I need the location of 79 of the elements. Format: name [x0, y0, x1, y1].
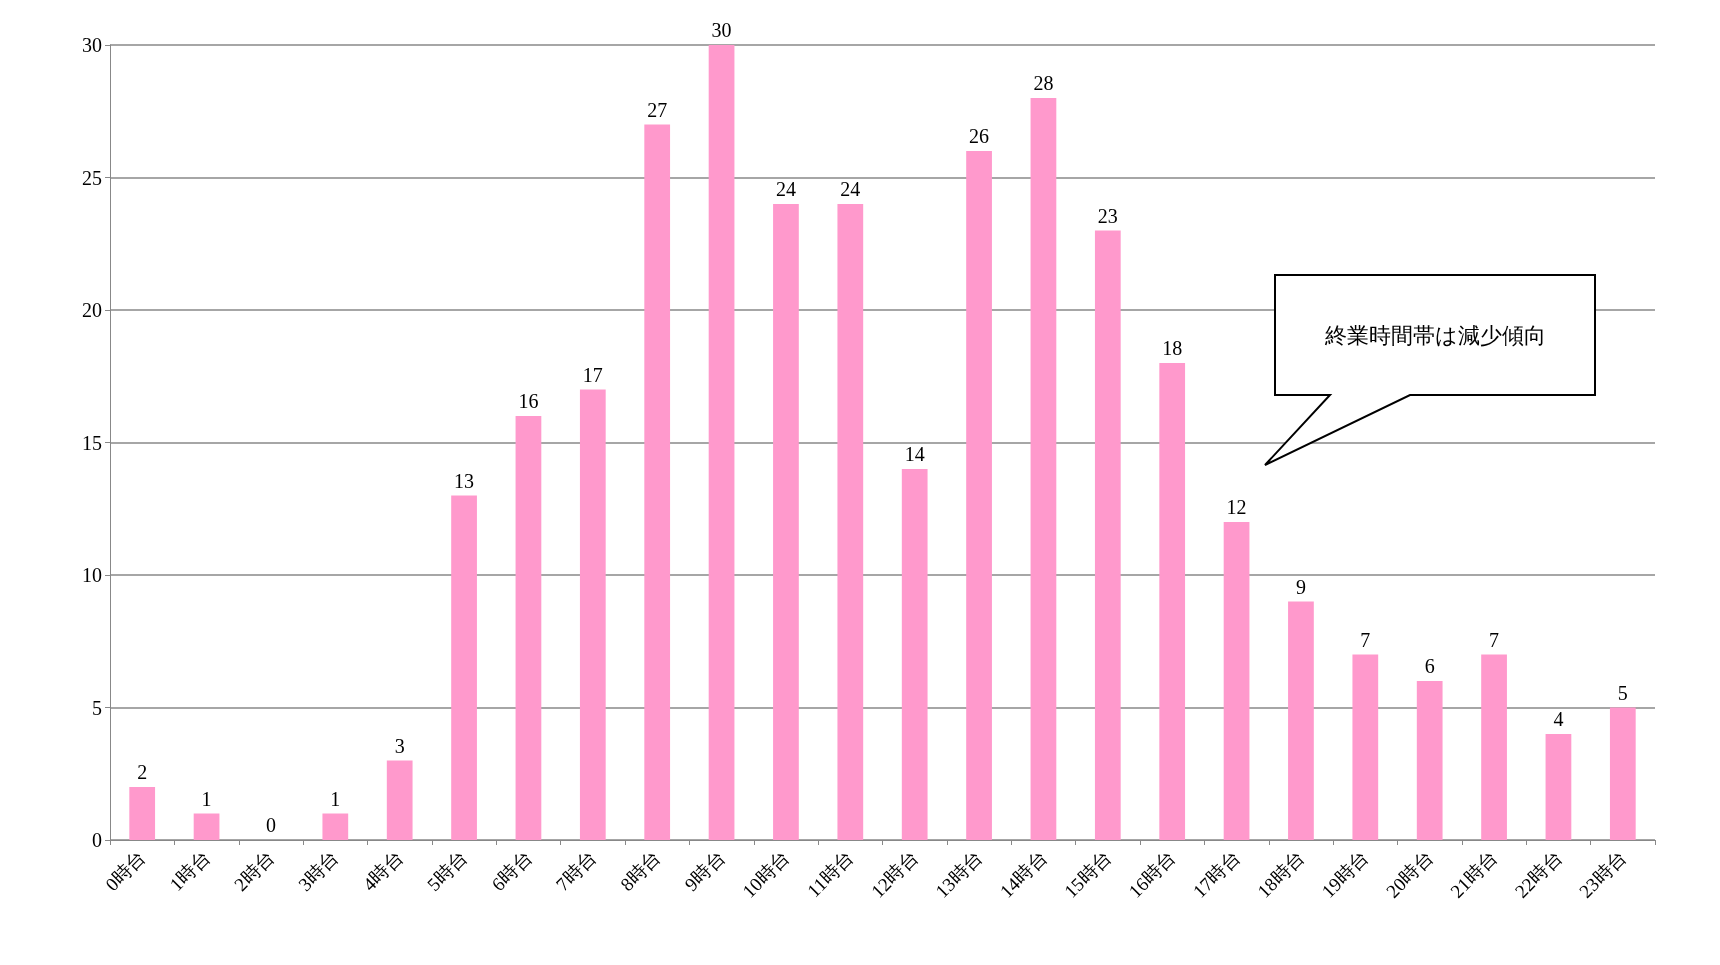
data-label: 7 [1489, 628, 1500, 651]
data-label: 7 [1360, 628, 1371, 651]
bar [451, 495, 477, 840]
x-tick-label: 9時台 [680, 846, 729, 896]
bar [386, 760, 413, 840]
x-tick-label: 18時台 [1253, 846, 1309, 902]
bar [1094, 230, 1121, 840]
bar [708, 45, 735, 840]
x-tick-label: 0時台 [101, 846, 150, 896]
bar [1545, 734, 1572, 840]
x-tick-label: 19時台 [1317, 846, 1373, 902]
y-tick-label: 30 [82, 34, 102, 56]
x-tick-label: 1時台 [165, 846, 214, 896]
bar [322, 813, 349, 840]
bar [966, 151, 992, 840]
x-tick-label: 7時台 [551, 846, 601, 896]
data-label: 9 [1295, 575, 1306, 598]
data-label: 2 [137, 761, 148, 783]
data-label: 30 [711, 19, 732, 41]
x-tick-label: 11時台 [803, 846, 858, 902]
bar [773, 204, 799, 840]
y-tick-label: 5 [92, 696, 102, 719]
data-label: 17 [582, 363, 603, 386]
bar [515, 416, 542, 840]
x-tick-label: 17時台 [1188, 846, 1244, 902]
data-label: 27 [647, 98, 668, 121]
bar [1352, 654, 1379, 840]
bar [901, 469, 928, 840]
x-tick-label: 3時台 [294, 846, 343, 896]
x-tick-label: 8時台 [616, 846, 665, 896]
x-tick-label: 16時台 [1124, 846, 1180, 902]
bar [1159, 363, 1186, 840]
bar [193, 813, 220, 840]
bar [1481, 654, 1507, 840]
x-tick-label: 12時台 [866, 846, 923, 902]
data-label: 6 [1424, 655, 1435, 677]
bar [1223, 522, 1250, 840]
bar [579, 389, 606, 840]
x-tick-label: 14時台 [995, 846, 1051, 902]
x-tick-label: 23時台 [1575, 846, 1631, 902]
data-label: 0 [265, 814, 276, 836]
data-label: 23 [1097, 204, 1118, 227]
data-label: 3 [394, 734, 405, 757]
data-label: 16 [518, 390, 539, 412]
bar [1030, 98, 1057, 840]
data-label: 24 [775, 178, 796, 200]
data-label: 5 [1617, 681, 1628, 704]
x-tick-label: 15時台 [1060, 846, 1116, 902]
bar [1609, 707, 1636, 840]
bar [644, 124, 671, 840]
x-tick-label: 5時台 [423, 846, 472, 896]
data-label: 26 [969, 125, 990, 147]
y-tick-label: 10 [82, 564, 102, 586]
x-tick-label: 22時台 [1510, 846, 1566, 902]
data-label: 28 [1033, 72, 1054, 94]
y-tick-label: 25 [82, 166, 102, 189]
y-tick-label: 15 [82, 431, 102, 454]
data-label: 1 [330, 787, 341, 810]
data-label: 1 [201, 787, 212, 810]
data-label: 4 [1553, 708, 1564, 730]
data-label: 12 [1226, 496, 1247, 518]
data-label: 18 [1162, 337, 1183, 359]
x-tick-label: 6時台 [487, 846, 536, 896]
x-tick-label: 21時台 [1446, 846, 1502, 902]
x-tick-label: 13時台 [931, 846, 987, 902]
bar [129, 787, 156, 840]
x-tick-label: 20時台 [1381, 846, 1438, 902]
data-label: 24 [840, 178, 861, 200]
y-tick-label: 0 [92, 829, 102, 851]
y-tick-label: 20 [82, 299, 102, 321]
data-label: 13 [454, 469, 475, 492]
bar [1416, 681, 1443, 840]
bar [837, 204, 864, 840]
x-tick-label: 4時台 [358, 846, 408, 896]
x-tick-label: 10時台 [738, 846, 794, 902]
data-label: 14 [904, 443, 925, 465]
x-tick-label: 2時台 [229, 846, 279, 896]
annotation: 終業時間帯は減少傾向 [1323, 322, 1546, 348]
bar [1288, 601, 1314, 840]
